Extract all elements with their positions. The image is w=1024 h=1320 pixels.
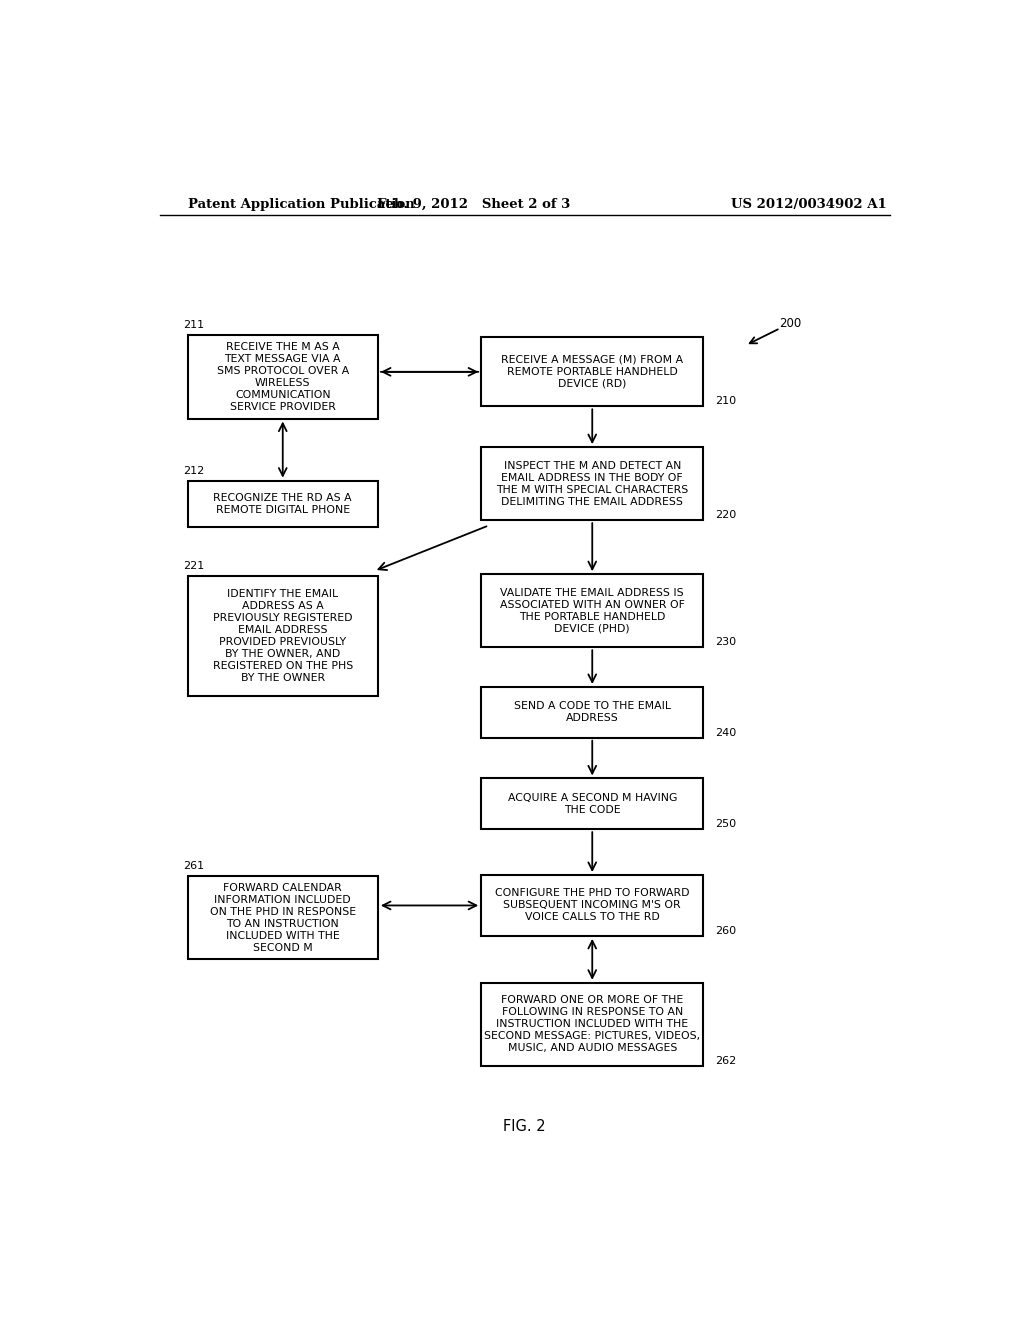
Bar — [187, 576, 378, 696]
Text: 240: 240 — [715, 727, 736, 738]
Bar — [187, 335, 378, 418]
Bar — [481, 574, 703, 647]
Text: 221: 221 — [183, 561, 205, 572]
Text: FORWARD ONE OR MORE OF THE
FOLLOWING IN RESPONSE TO AN
INSTRUCTION INCLUDED WITH: FORWARD ONE OR MORE OF THE FOLLOWING IN … — [484, 995, 700, 1053]
Bar — [481, 686, 703, 738]
Text: 211: 211 — [183, 321, 205, 330]
Text: 260: 260 — [715, 925, 736, 936]
Text: 261: 261 — [183, 861, 205, 871]
Bar — [481, 779, 703, 829]
Bar — [481, 447, 703, 520]
Text: 210: 210 — [715, 396, 736, 407]
Bar — [481, 982, 703, 1067]
Text: ACQUIRE A SECOND M HAVING
THE CODE: ACQUIRE A SECOND M HAVING THE CODE — [508, 793, 677, 814]
Text: 212: 212 — [183, 466, 205, 475]
Text: Patent Application Publication: Patent Application Publication — [187, 198, 415, 211]
Text: 262: 262 — [715, 1056, 736, 1067]
Bar — [481, 875, 703, 936]
Text: SEND A CODE TO THE EMAIL
ADDRESS: SEND A CODE TO THE EMAIL ADDRESS — [514, 701, 671, 723]
Text: INSPECT THE M AND DETECT AN
EMAIL ADDRESS IN THE BODY OF
THE M WITH SPECIAL CHAR: INSPECT THE M AND DETECT AN EMAIL ADDRES… — [497, 461, 688, 507]
Text: RECEIVE THE M AS A
TEXT MESSAGE VIA A
SMS PROTOCOL OVER A
WIRELESS
COMMUNICATION: RECEIVE THE M AS A TEXT MESSAGE VIA A SM… — [217, 342, 349, 412]
Text: 220: 220 — [715, 511, 736, 520]
Text: US 2012/0034902 A1: US 2012/0034902 A1 — [731, 198, 887, 211]
Bar — [481, 338, 703, 407]
Text: IDENTIFY THE EMAIL
ADDRESS AS A
PREVIOUSLY REGISTERED
EMAIL ADDRESS
PROVIDED PRE: IDENTIFY THE EMAIL ADDRESS AS A PREVIOUS… — [213, 589, 353, 684]
Bar — [187, 480, 378, 528]
Text: VALIDATE THE EMAIL ADDRESS IS
ASSOCIATED WITH AN OWNER OF
THE PORTABLE HANDHELD
: VALIDATE THE EMAIL ADDRESS IS ASSOCIATED… — [500, 587, 685, 634]
Text: FIG. 2: FIG. 2 — [504, 1118, 546, 1134]
Text: RECEIVE A MESSAGE (M) FROM A
REMOTE PORTABLE HANDHELD
DEVICE (RD): RECEIVE A MESSAGE (M) FROM A REMOTE PORT… — [501, 355, 683, 389]
Text: FORWARD CALENDAR
INFORMATION INCLUDED
ON THE PHD IN RESPONSE
TO AN INSTRUCTION
I: FORWARD CALENDAR INFORMATION INCLUDED ON… — [210, 883, 355, 953]
Text: 230: 230 — [715, 638, 736, 647]
Text: 250: 250 — [715, 820, 736, 829]
Text: Feb. 9, 2012   Sheet 2 of 3: Feb. 9, 2012 Sheet 2 of 3 — [377, 198, 569, 211]
Text: CONFIGURE THE PHD TO FORWARD
SUBSEQUENT INCOMING M'S OR
VOICE CALLS TO THE RD: CONFIGURE THE PHD TO FORWARD SUBSEQUENT … — [495, 888, 689, 923]
Text: 200: 200 — [778, 317, 801, 330]
Text: RECOGNIZE THE RD AS A
REMOTE DIGITAL PHONE: RECOGNIZE THE RD AS A REMOTE DIGITAL PHO… — [213, 492, 352, 515]
Bar — [187, 876, 378, 960]
